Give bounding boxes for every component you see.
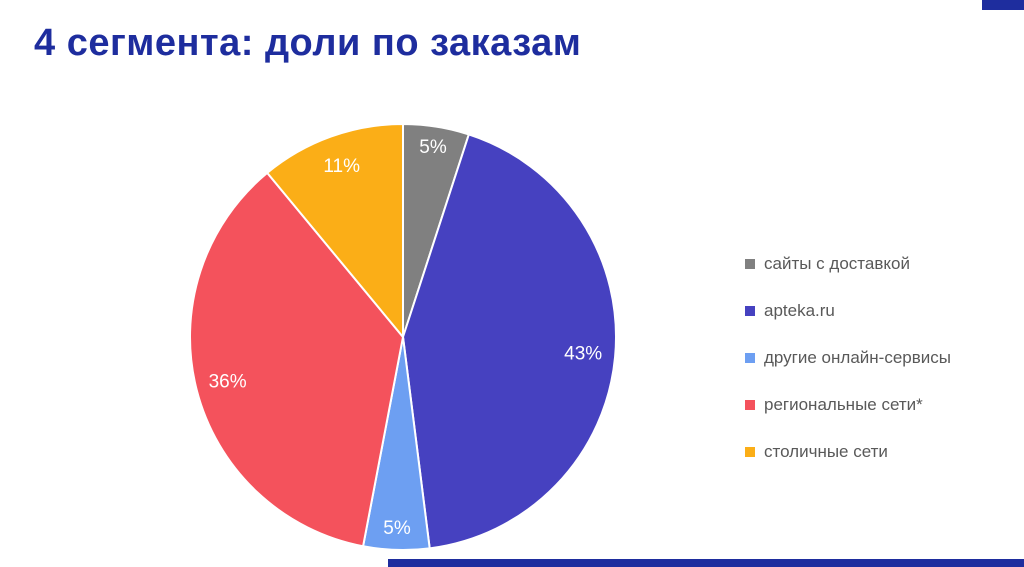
legend-item: другие онлайн-сервисы xyxy=(745,348,951,368)
pie-slice-value-label: 36% xyxy=(209,372,247,393)
pie-slice-value-label: 5% xyxy=(419,137,447,158)
legend-swatch xyxy=(745,400,755,410)
chart-legend: сайты с доставкой apteka.ru другие онлайн-… xyxy=(745,254,951,462)
legend-label: региональные сети* xyxy=(764,395,923,414)
pie-slice-value-label: 5% xyxy=(383,518,411,539)
pie-slice-value-label: 11% xyxy=(323,156,360,177)
page-title: 4 сегмента: доли по заказам xyxy=(34,22,582,64)
legend-label: сайты с доставкой xyxy=(764,254,910,273)
legend-item: столичные сети xyxy=(745,442,951,462)
pie-chart-svg: 5% 43% 5% 36% 11% xyxy=(189,123,617,551)
pie-slice-5 xyxy=(266,123,404,338)
legend-label: другие онлайн-сервисы xyxy=(764,348,951,367)
legend-item: сайты с доставкой xyxy=(745,254,951,274)
legend-label: столичные сети xyxy=(764,442,888,461)
pie-chart: 5% 43% 5% 36% 11% xyxy=(188,122,618,552)
pie-slice-4 xyxy=(189,171,404,548)
legend-swatch xyxy=(745,447,755,457)
pie-slice-value-label: 43% xyxy=(564,344,602,365)
legend-label: apteka.ru xyxy=(764,301,835,320)
legend-swatch xyxy=(745,259,755,269)
legend-swatch xyxy=(745,353,755,363)
legend-item: региональные сети* xyxy=(745,395,951,415)
legend-item: apteka.ru xyxy=(745,301,951,321)
corner-accent-bar xyxy=(982,0,1024,10)
legend-swatch xyxy=(745,306,755,316)
bottom-accent-bar xyxy=(388,559,1024,567)
pie-slice-2 xyxy=(402,133,617,550)
